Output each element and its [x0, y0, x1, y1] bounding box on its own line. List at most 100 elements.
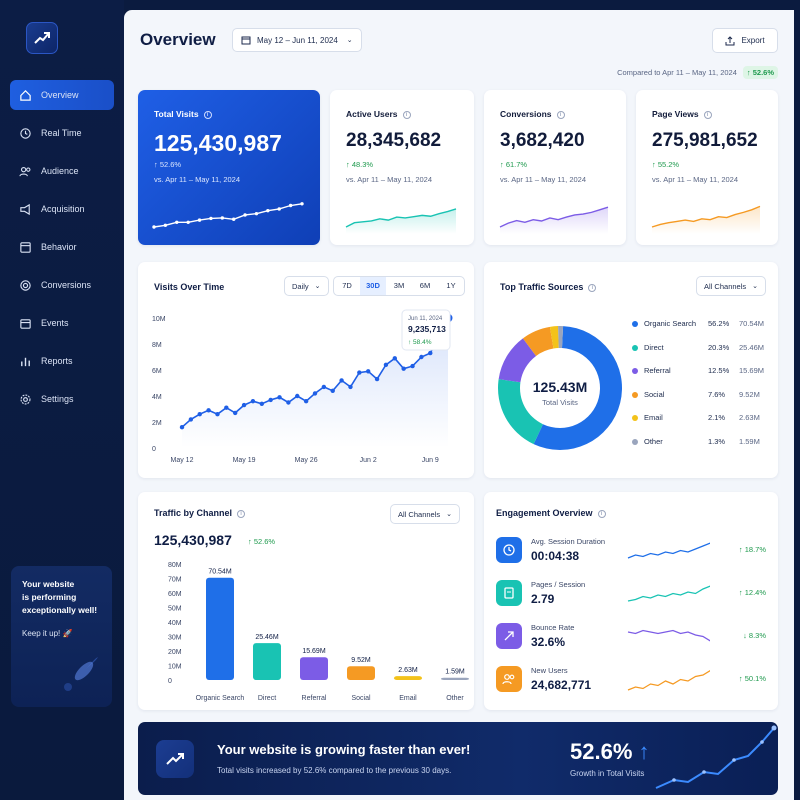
legend-row[interactable]: Email 2.1% 2.63M — [632, 412, 782, 424]
bar-other[interactable] — [441, 677, 469, 680]
y-tick-label: 0 — [168, 678, 172, 685]
compare-delta-badge: ↑ 52.6% — [742, 66, 778, 79]
data-point[interactable] — [330, 388, 335, 393]
sparkline-point — [288, 203, 293, 208]
bar-direct[interactable] — [253, 643, 281, 680]
x-tick-label: Jun 2 — [360, 457, 377, 464]
data-point[interactable] — [286, 400, 291, 405]
legend-percent: 12.5% — [708, 366, 730, 375]
export-button[interactable]: Export — [712, 28, 778, 53]
engagement-row-bounce-rate[interactable]: Bounce Rate 32.6% ↓ 8.3% — [496, 623, 766, 653]
data-point[interactable] — [215, 412, 220, 417]
bar-organic-search[interactable] — [206, 577, 234, 680]
sidebar-item-settings[interactable]: Settings — [10, 384, 114, 414]
x-tick-label: Organic Search — [196, 695, 245, 702]
legend-row[interactable]: Direct 20.3% 25.46M — [632, 342, 782, 354]
promo-line-1: Your website — [22, 579, 75, 589]
bar-referral[interactable] — [300, 657, 328, 680]
data-point[interactable] — [224, 405, 229, 410]
donut-slice-other[interactable] — [558, 326, 564, 349]
sidebar-item-overview[interactable]: Overview — [10, 80, 114, 110]
x-tick-label: May 26 — [295, 457, 318, 464]
sidebar-item-label: Events — [41, 318, 69, 328]
granularity-dropdown[interactable]: Daily ⌄ — [284, 276, 329, 296]
data-point[interactable] — [303, 399, 309, 404]
donut-slice-direct[interactable] — [498, 379, 543, 445]
visits-line-chart: 0 2M 4M 6M 8M 10M May 12 May 19 May 26 Jun 2 Jun 9… — [152, 309, 453, 464]
bar-social[interactable] — [347, 666, 375, 680]
info-icon[interactable]: i — [237, 509, 246, 518]
data-point[interactable] — [383, 362, 389, 367]
bar-email[interactable] — [394, 676, 422, 680]
range-6m[interactable]: 6M — [419, 281, 431, 290]
data-point[interactable] — [410, 363, 415, 369]
info-icon[interactable]: i — [597, 509, 606, 518]
promo-sub: Keep it up! 🚀 — [22, 629, 73, 638]
kpi-delta: ↑ 55.2% — [652, 160, 680, 169]
data-point[interactable] — [392, 356, 397, 361]
donut-slice-referral[interactable] — [498, 338, 537, 383]
data-point[interactable] — [348, 384, 353, 390]
data-point[interactable] — [357, 370, 362, 375]
data-point[interactable] — [259, 401, 264, 406]
legend-row[interactable]: Other 1.3% 1.59M — [632, 436, 782, 448]
channel-filter-label: All Channels — [398, 509, 441, 519]
info-icon[interactable]: i — [402, 110, 411, 119]
data-point[interactable] — [295, 393, 300, 399]
info-icon[interactable]: i — [203, 110, 212, 119]
legend-row[interactable]: Organic Search 56.2% 70.54M — [632, 318, 782, 330]
range-1y[interactable]: 1Y — [446, 281, 456, 290]
engagement-row-new-users[interactable]: New Users 24,682,771 ↑ 50.1% — [496, 666, 766, 696]
kpi-card-total-visits[interactable]: Total Visits i 125,430,987 ↑ 52.6% vs. Apr 1… — [138, 90, 320, 245]
info-icon[interactable]: i — [556, 110, 565, 119]
data-point[interactable] — [419, 354, 424, 360]
legend-row[interactable]: Referral 12.5% 15.69M — [632, 365, 782, 377]
range-3m[interactable]: 3M — [393, 281, 405, 290]
donut-slice-social[interactable] — [522, 326, 554, 356]
donut-slice-organic-search[interactable] — [533, 326, 622, 450]
range-30d[interactable]: 30D — [360, 277, 386, 295]
data-point[interactable] — [321, 384, 327, 390]
sidebar-item-events[interactable]: Events — [10, 308, 114, 338]
sidebar-item-conversions[interactable]: Conversions — [10, 270, 114, 300]
date-range-picker[interactable]: May 12 – Jun 11, 2024 ⌄ — [232, 28, 362, 52]
donut-slice-email[interactable] — [549, 326, 559, 349]
growth-banner: Your website is growing faster than ever… — [138, 722, 778, 795]
engagement-row-pages-session[interactable]: Pages / Session 2.79 ↑ 12.4% — [496, 580, 766, 610]
data-point[interactable] — [233, 410, 238, 416]
sidebar-item-behavior[interactable]: Behavior — [10, 232, 114, 262]
channel-filter-dropdown[interactable]: All Channels ⌄ — [390, 504, 460, 524]
sidebar-item-real-time[interactable]: Real Time — [10, 118, 114, 148]
trending-up-icon[interactable] — [26, 22, 58, 54]
data-point[interactable] — [312, 391, 318, 396]
data-point[interactable] — [428, 350, 433, 356]
chevron-down-icon: ⌄ — [346, 37, 353, 44]
kpi-card-conversions[interactable]: Conversions i 3,682,420 ↑ 61.7% vs. Apr 11 –… — [484, 90, 626, 245]
traffic-sources-channel-dropdown[interactable]: All Channels ⌄ — [696, 276, 766, 296]
range-7d[interactable]: 7D — [342, 281, 352, 290]
kpi-card-page-views[interactable]: Page Views i 275,981,652 ↑ 55.2% vs. Apr 11 … — [636, 90, 778, 245]
legend-row[interactable]: Social 7.6% 9.52M — [632, 389, 782, 401]
data-point[interactable] — [401, 366, 406, 371]
data-point[interactable] — [197, 412, 202, 417]
data-point[interactable] — [277, 395, 282, 400]
kpi-card-active-users[interactable]: Active Users i 28,345,682 ↑ 48.3% vs. Apr 11… — [330, 90, 474, 245]
data-point[interactable] — [339, 378, 344, 383]
data-point[interactable] — [374, 376, 380, 382]
sidebar-item-reports[interactable]: Reports — [10, 346, 114, 376]
banner-growth-label: Growth in Total Visits — [570, 769, 645, 778]
data-point[interactable] — [206, 408, 211, 413]
y-tick-label: 0 — [152, 446, 156, 453]
data-point[interactable] — [179, 425, 185, 430]
data-point[interactable] — [188, 417, 194, 422]
info-icon[interactable]: i — [588, 283, 597, 292]
data-point[interactable] — [241, 402, 247, 408]
engagement-row-avg-session-duration[interactable]: Avg. Session Duration 00:04:38 ↑ 18.7% — [496, 537, 766, 567]
data-point[interactable] — [366, 369, 371, 374]
data-point[interactable] — [268, 397, 273, 403]
sidebar-item-audience[interactable]: Audience — [10, 156, 114, 186]
data-point[interactable] — [250, 399, 256, 404]
info-icon[interactable]: i — [703, 110, 712, 119]
traffic-sources-donut — [498, 326, 622, 450]
sidebar-item-acquisition[interactable]: Acquisition — [10, 194, 114, 224]
